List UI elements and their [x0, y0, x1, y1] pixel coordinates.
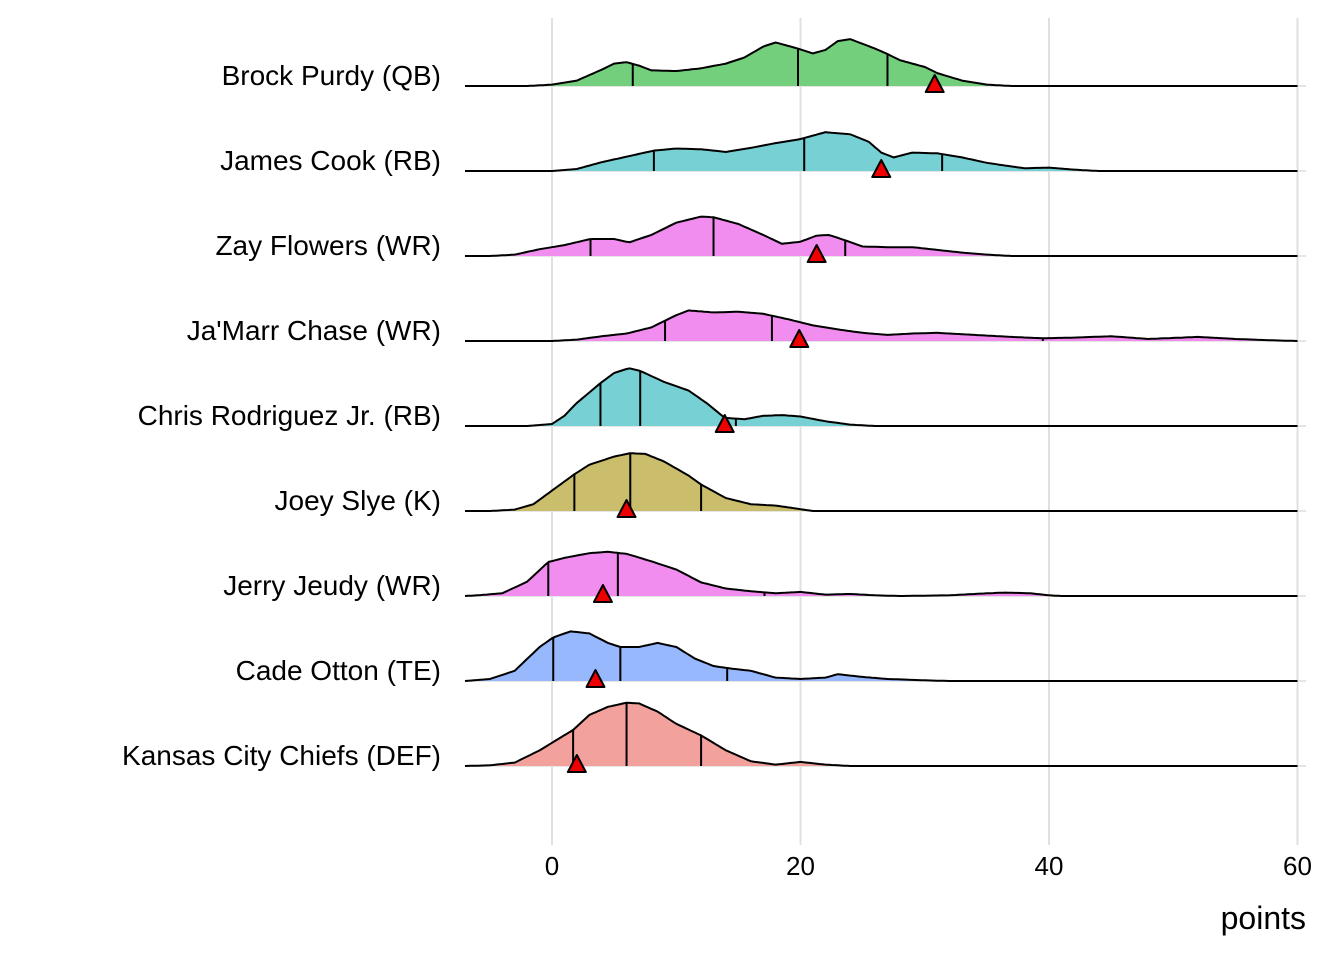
- ridge-outline: [464, 701, 1298, 767]
- ridge-row: Kansas City Chiefs (DEF): [122, 701, 1306, 773]
- ridge-outline: [465, 38, 1298, 87]
- ridge-outline: [465, 309, 1298, 342]
- projection-marker: [592, 584, 613, 603]
- ridgelines: Brock Purdy (QB) James Cook (RB) Zay Flowe…: [122, 38, 1306, 773]
- ridge-outline: [465, 215, 1298, 257]
- ridge-area: [465, 702, 1298, 766]
- x-tick-label: 0: [545, 851, 559, 881]
- ridge-outline: [464, 550, 1298, 597]
- ridge-row: James Cook (RB): [220, 131, 1306, 178]
- projection-marker: [806, 244, 827, 263]
- player-label: Ja'Marr Chase (WR): [187, 315, 441, 346]
- player-label: Zay Flowers (WR): [215, 230, 441, 261]
- ridge-area: [465, 216, 1298, 256]
- projection-marker: [585, 669, 606, 688]
- ridge-outline: [465, 367, 1298, 427]
- projection-marker: [789, 329, 810, 348]
- player-label: Brock Purdy (QB): [222, 60, 441, 91]
- ridge-area: [465, 453, 1298, 511]
- x-axis-ticks: 0 20 40 60: [545, 851, 1312, 881]
- x-axis-title: points: [1221, 900, 1306, 936]
- ridge-area: [465, 631, 1298, 681]
- ridge-area: [465, 368, 1298, 426]
- projection-marker: [566, 754, 587, 773]
- player-label: Jerry Jeudy (WR): [223, 570, 441, 601]
- ridge-row: Ja'Marr Chase (WR): [187, 309, 1306, 348]
- ridge-row: Cade Otton (TE): [236, 630, 1306, 688]
- player-label: James Cook (RB): [220, 145, 441, 176]
- player-label: Joey Slye (K): [275, 485, 442, 516]
- projection-marker: [616, 499, 637, 518]
- ridge-outline: [464, 630, 1298, 682]
- projection-marker: [871, 159, 892, 178]
- x-tick-label: 20: [786, 851, 815, 881]
- ridge-area: [465, 132, 1298, 171]
- ridge-area: [465, 551, 1298, 596]
- player-label: Chris Rodriguez Jr. (RB): [138, 400, 441, 431]
- ridge-row: Zay Flowers (WR): [215, 215, 1306, 263]
- ridge-row: Chris Rodriguez Jr. (RB): [138, 367, 1306, 433]
- x-tick-label: 40: [1035, 851, 1064, 881]
- ridge-outline: [465, 131, 1298, 172]
- ridge-area: [465, 39, 1298, 86]
- ridge-row: Jerry Jeudy (WR): [223, 550, 1306, 603]
- player-label: Kansas City Chiefs (DEF): [122, 740, 441, 771]
- ridge-row: Brock Purdy (QB): [222, 38, 1306, 93]
- ridge-outline: [465, 452, 1298, 512]
- ridge-row: Joey Slye (K): [275, 452, 1306, 518]
- ridge-area: [465, 310, 1298, 341]
- x-tick-label: 60: [1283, 851, 1312, 881]
- projection-marker: [714, 414, 735, 433]
- player-label: Cade Otton (TE): [236, 655, 441, 686]
- projection-marker: [924, 74, 945, 93]
